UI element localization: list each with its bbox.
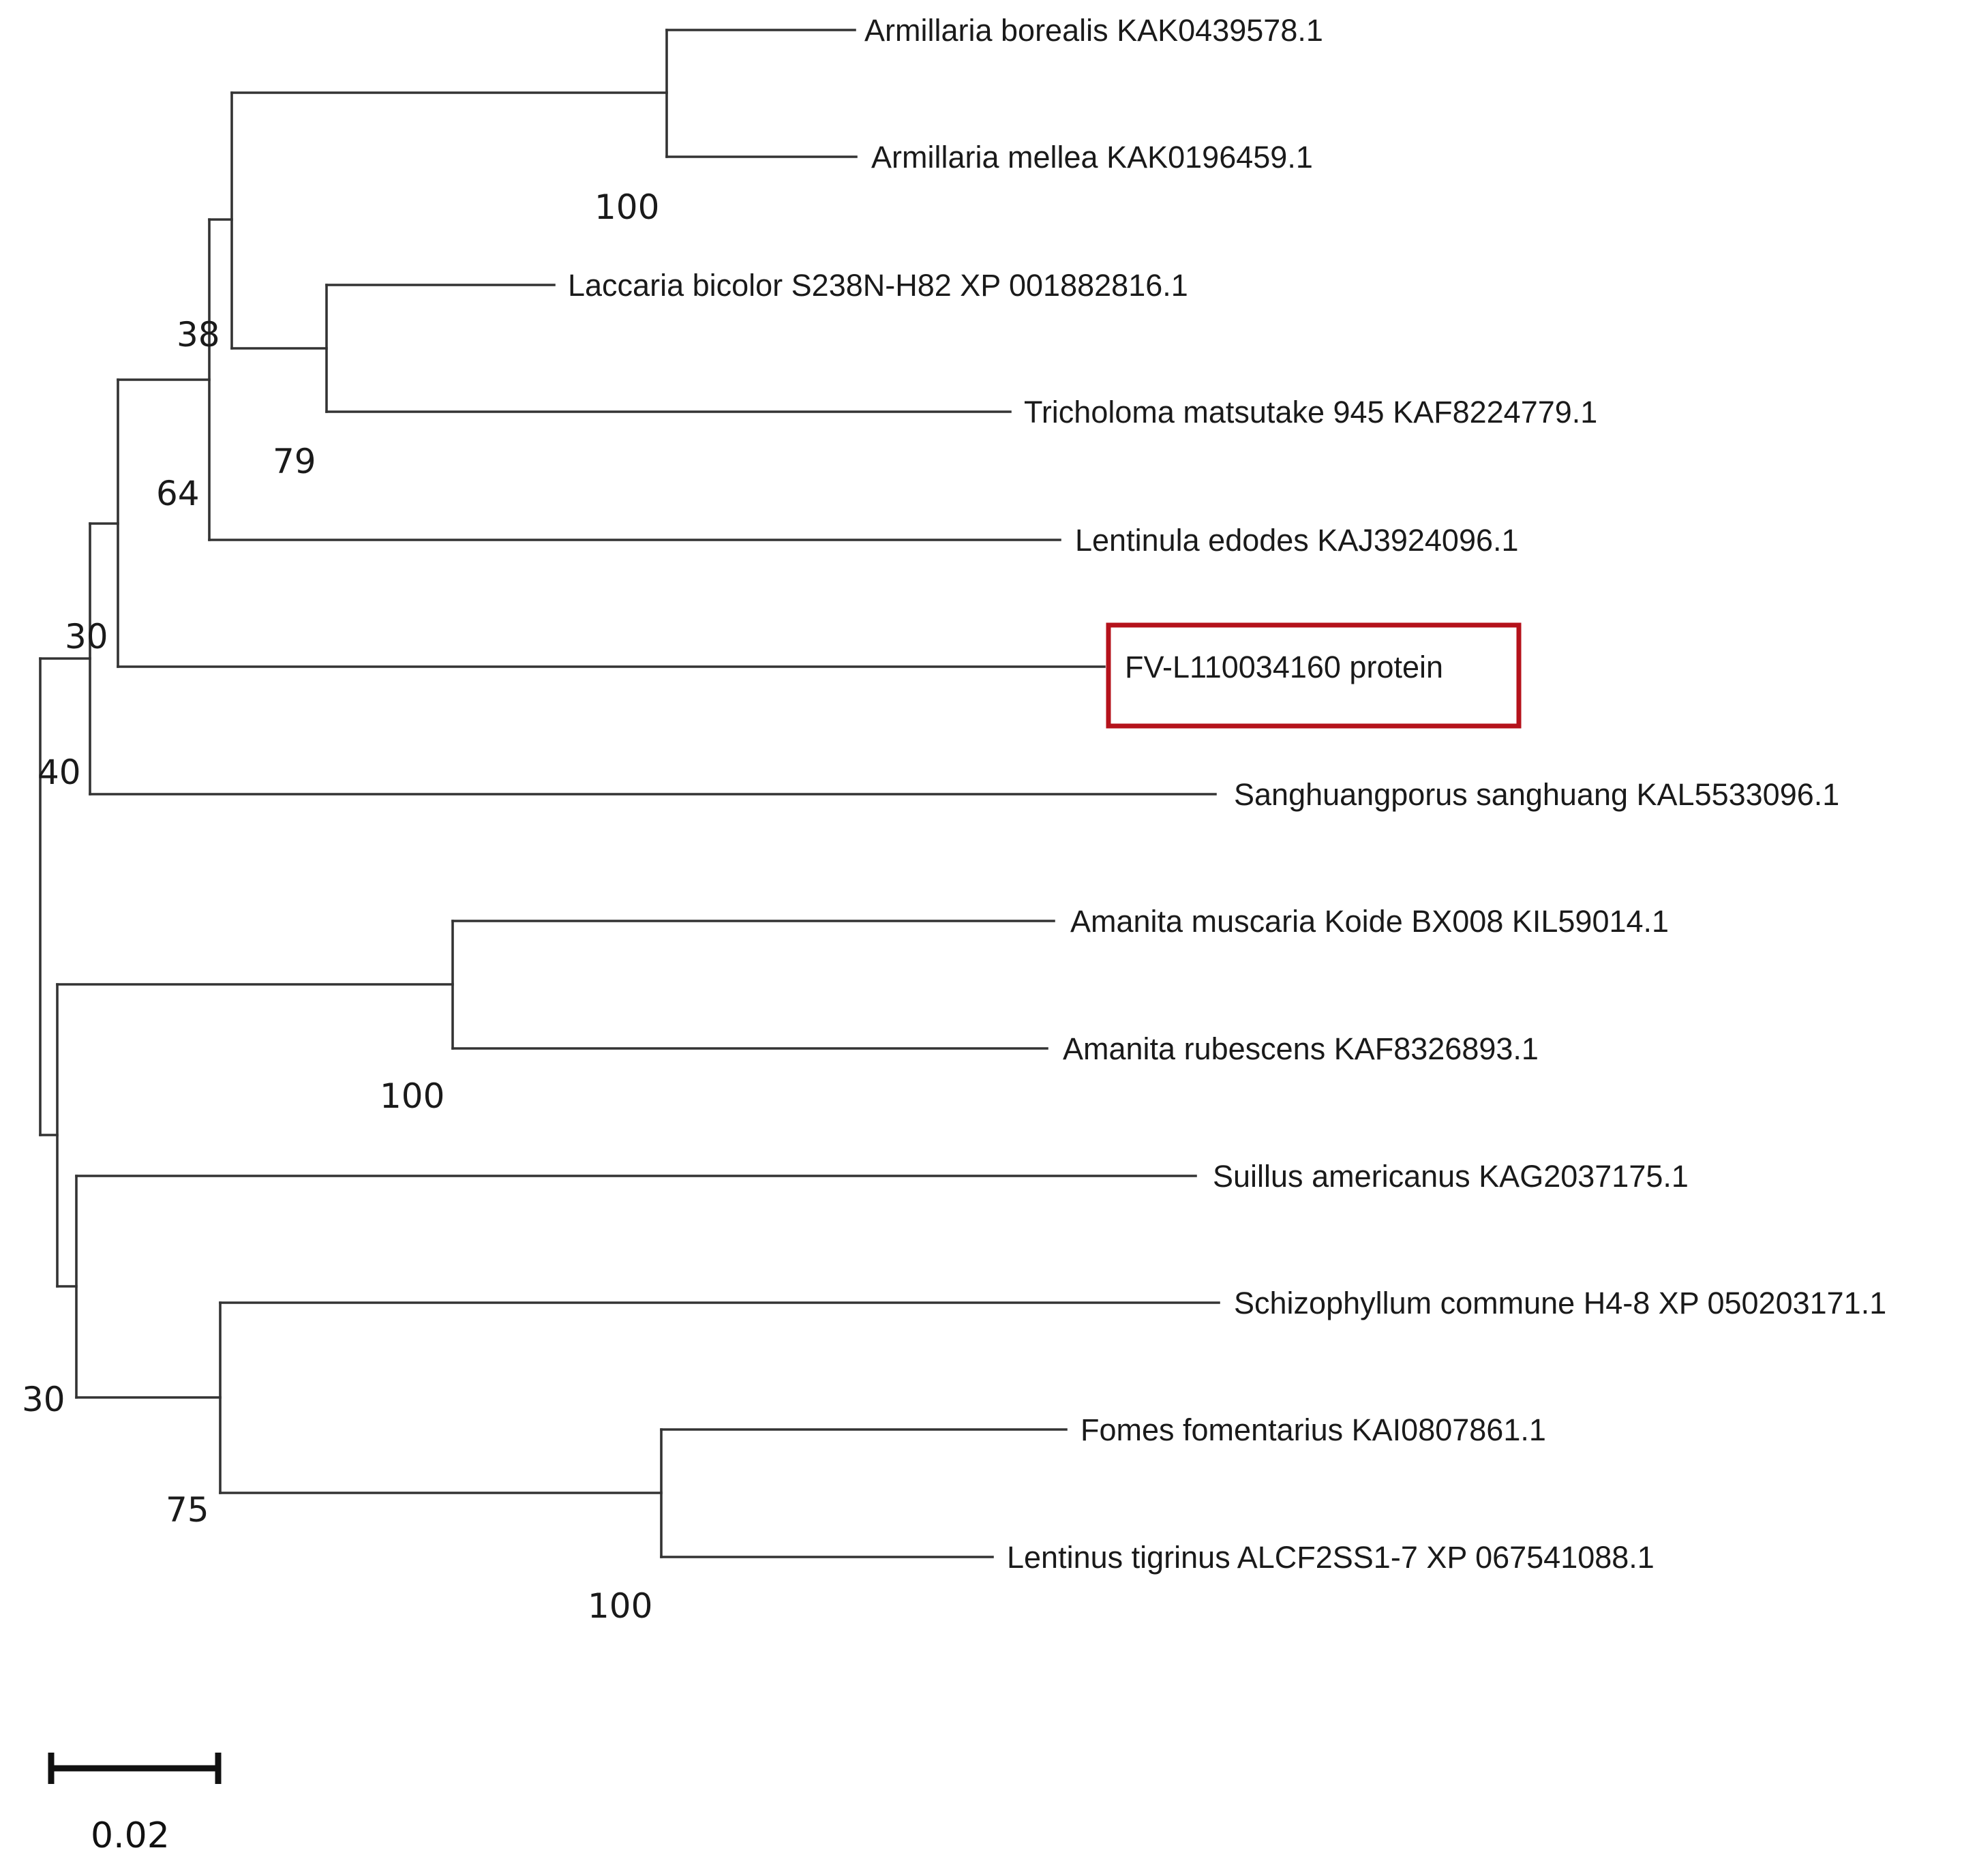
- taxon-label: Lentinula edodes KAJ3924096.1: [1075, 523, 1519, 558]
- highlight-box: [1106, 622, 1522, 729]
- taxon-label: Suillus americanus KAG2037175.1: [1213, 1159, 1689, 1194]
- bootstrap-value: 30: [65, 617, 108, 656]
- taxon-label: Tricholoma matsutake 945 KAF8224779.1: [1024, 395, 1597, 429]
- bootstrap-value: 100: [380, 1076, 444, 1116]
- taxon-label: Fomes fomentarius KAI0807861.1: [1081, 1412, 1546, 1447]
- bootstrap-value: 100: [588, 1586, 652, 1626]
- bootstrap-values: 100 38 79 64 30 40 100 30 75 100: [22, 187, 659, 1626]
- bootstrap-value: 100: [594, 187, 659, 227]
- taxon-label: Lentinus tigrinus ALCF2SS1-7 XP 06754108…: [1007, 1540, 1655, 1575]
- bootstrap-value: 79: [273, 442, 316, 481]
- bootstrap-value: 64: [156, 474, 200, 513]
- bootstrap-value: 40: [37, 753, 81, 792]
- taxon-label: Amanita rubescens KAF8326893.1: [1063, 1031, 1539, 1066]
- taxon-label: Laccaria bicolor S238N-H82 XP 001882816.…: [568, 268, 1188, 303]
- taxon-label-highlighted: FV-L110034160 protein: [1125, 650, 1443, 684]
- taxon-label: Armillaria mellea KAK0196459.1: [871, 140, 1313, 175]
- bootstrap-value: 30: [22, 1380, 65, 1419]
- bootstrap-value: 38: [177, 315, 220, 354]
- taxon-label: Amanita muscaria Koide BX008 KIL59014.1: [1070, 904, 1669, 939]
- taxon-label: Armillaria borealis KAK0439578.1: [864, 13, 1323, 48]
- taxon-label: Sanghuangporus sanghuang KAL5533096.1: [1234, 777, 1839, 812]
- scale-bar-label: 0.02: [91, 1815, 170, 1856]
- tree-branches: [39, 29, 1220, 1558]
- taxon-label: Schizophyllum commune H4-8 XP 050203171.…: [1234, 1286, 1886, 1320]
- bootstrap-value: 75: [166, 1490, 209, 1530]
- taxon-labels: Armillaria borealis KAK0439578.1 Armilla…: [568, 13, 1886, 1575]
- scale-bar: 0.02: [48, 1753, 222, 1856]
